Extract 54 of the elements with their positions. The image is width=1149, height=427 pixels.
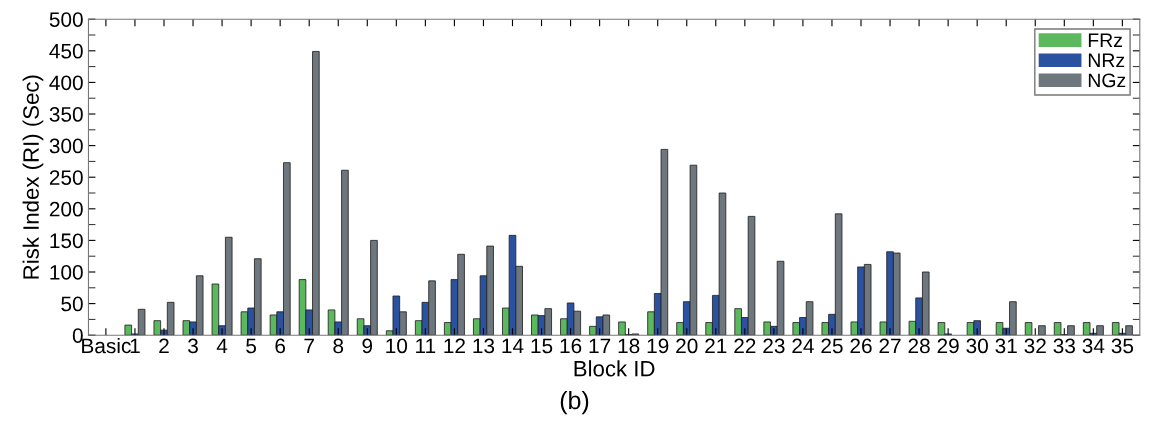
legend-label: NRz bbox=[1088, 53, 1125, 67]
x-tick-label: 12 bbox=[444, 338, 465, 354]
x-tick-label: 8 bbox=[333, 338, 344, 354]
x-tick-label: 16 bbox=[560, 338, 582, 354]
x-tick-label: 15 bbox=[531, 338, 553, 354]
y-tick-label: 450 bbox=[49, 43, 83, 59]
y-tick-label: 150 bbox=[50, 233, 83, 249]
legend-label: FRz bbox=[1088, 33, 1122, 47]
y-tick-label: 200 bbox=[49, 201, 83, 217]
x-tick-label: 2 bbox=[159, 338, 169, 354]
x-tick-label: 23 bbox=[763, 338, 785, 354]
y-tick-label: 300 bbox=[49, 138, 83, 154]
y-axis-title: Risk Index (RI) (Sec) bbox=[22, 75, 44, 279]
x-tick-label: 20 bbox=[676, 338, 698, 354]
y-tick-label: 350 bbox=[49, 107, 83, 122]
x-tick-label: 9 bbox=[362, 338, 373, 354]
text: (b) bbox=[560, 390, 589, 415]
x-tick-label: 29 bbox=[937, 338, 959, 354]
x-tick-label: 18 bbox=[618, 338, 640, 354]
x-tick-label: 33 bbox=[1053, 338, 1075, 354]
y-tick-label: 0 bbox=[72, 328, 83, 343]
y-tick-label: 400 bbox=[49, 75, 83, 91]
x-tick-label: 24 bbox=[792, 338, 814, 354]
x-tick-label: 11 bbox=[416, 338, 436, 354]
x-tick-label: 31 bbox=[995, 338, 1017, 354]
x-tick-label: 5 bbox=[246, 338, 257, 354]
bar bbox=[1024, 322, 1033, 336]
x-tick-label: 22 bbox=[734, 338, 756, 354]
x-tick-label: 27 bbox=[879, 338, 901, 354]
x-tick-label: 28 bbox=[908, 338, 930, 354]
x-tick-label: 17 bbox=[589, 338, 611, 354]
x-tick-label: 30 bbox=[966, 338, 988, 354]
x-tick-label: 3 bbox=[188, 338, 198, 354]
x-tick-label: 35 bbox=[1111, 338, 1134, 354]
legend-label: NGz bbox=[1088, 73, 1126, 88]
x-tick-label: Basic bbox=[82, 337, 131, 354]
x-tick-label: 1 bbox=[130, 338, 140, 354]
y-tick-label: 500 bbox=[49, 12, 83, 27]
x-tick-label: 4 bbox=[216, 338, 228, 354]
x-tick-label: 34 bbox=[1082, 338, 1105, 354]
x-tick-label: 32 bbox=[1024, 338, 1046, 354]
x-tick-label: 14 bbox=[502, 338, 524, 354]
x-tick-label: 10 bbox=[386, 338, 408, 354]
x-tick-label: 13 bbox=[473, 338, 495, 354]
x-tick-label: 25 bbox=[821, 338, 843, 354]
x-tick-label: 21 bbox=[705, 338, 727, 354]
y-tick-label: 100 bbox=[50, 265, 83, 280]
x-tick-label: 6 bbox=[275, 338, 286, 354]
x-tick-label: 26 bbox=[850, 338, 872, 354]
y-tick-label: 50 bbox=[61, 296, 83, 312]
x-axis-title: Block ID bbox=[574, 360, 655, 377]
y-tick-label: 250 bbox=[49, 170, 83, 185]
x-tick-label: 19 bbox=[647, 338, 669, 354]
x-tick-label: 7 bbox=[304, 338, 314, 354]
